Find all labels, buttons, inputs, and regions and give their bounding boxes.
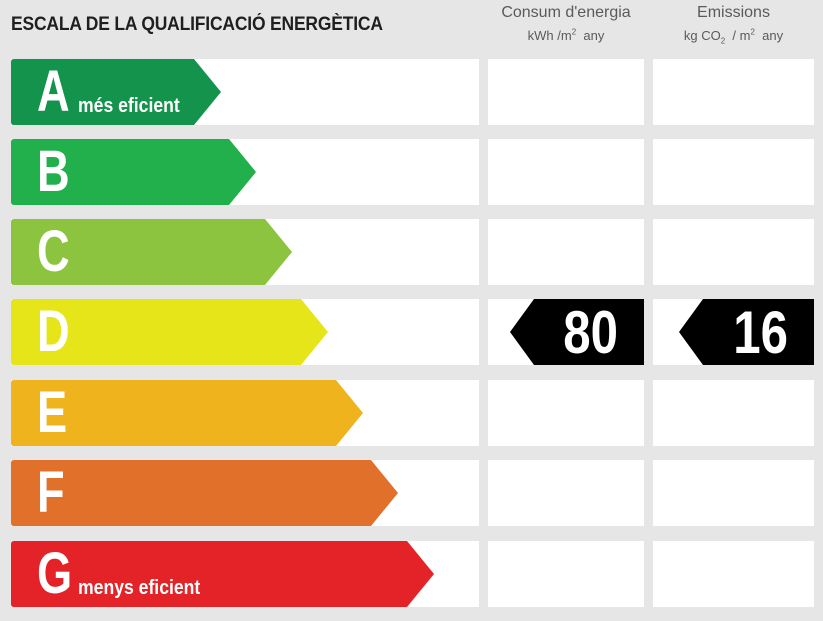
emissions-unit-tail: any	[754, 28, 784, 43]
page-title: ESCALA DE LA QUALIFICACIÓ ENERGÈTICA	[11, 14, 383, 35]
rating-arrow-shape	[11, 380, 363, 446]
consum-title: Consum d'energia	[501, 4, 631, 21]
rating-arrow-shape	[11, 460, 398, 526]
consum-cell	[488, 460, 644, 526]
rating-row-d: D 80 16	[0, 299, 823, 366]
rating-letter: E	[37, 380, 68, 445]
emissions-cell	[653, 59, 814, 125]
consum-unit-main: kWh /m	[527, 28, 572, 43]
consum-cell	[488, 380, 644, 446]
emissions-unit: kg CO2 / m2 any	[653, 27, 814, 46]
rating-arrow-shape	[11, 59, 221, 125]
emissions-cell	[653, 380, 814, 446]
consum-cell	[488, 219, 644, 285]
rating-letter: G	[37, 541, 73, 606]
rating-arrow-b: B	[11, 139, 256, 205]
rating-row-e: E	[0, 380, 823, 446]
emissions-unit-main: kg CO	[683, 28, 721, 43]
consum-cell	[488, 541, 644, 607]
emissions-rating-badge-value: 16	[733, 299, 788, 366]
consum-rating-badge: 80	[510, 299, 644, 366]
rating-row-f: F	[0, 460, 823, 526]
emissions-title: Emissions	[697, 4, 770, 21]
rating-arrow-shape	[11, 299, 328, 365]
rating-arrow-shape	[11, 139, 256, 205]
rating-sublabel: més eficient	[78, 95, 180, 117]
consum-unit-sup: 2	[571, 27, 577, 37]
rating-arrow-c: C	[11, 219, 292, 285]
consum-unit-tail: any	[576, 28, 605, 43]
consum-cell	[488, 59, 644, 125]
rating-arrow-shape	[11, 219, 292, 285]
rating-letter: D	[37, 299, 70, 364]
emissions-unit-sub: 2	[720, 36, 726, 46]
rating-arrow-e: E	[11, 380, 363, 446]
emissions-column-header: Emissions kg CO2 / m2 any	[653, 4, 814, 46]
consum-unit: kWh /m2 any	[488, 28, 644, 44]
rating-letter: A	[37, 59, 70, 124]
emissions-unit-mid: / m	[725, 28, 751, 43]
consum-column-header: Consum d'energia kWh /m2 any	[488, 4, 644, 44]
emissions-cell	[653, 139, 814, 205]
rating-arrow-f: F	[11, 460, 398, 526]
rating-letter: C	[37, 219, 70, 284]
emissions-rating-badge: 16	[679, 299, 814, 366]
emissions-cell	[653, 460, 814, 526]
consum-rating-badge-value: 80	[563, 299, 618, 366]
rating-row-b: B	[0, 139, 823, 205]
rating-arrow-d: D	[11, 299, 328, 365]
emissions-unit-sup: 2	[750, 27, 755, 37]
rating-letter: F	[37, 460, 65, 525]
rating-arrow-shape	[11, 541, 434, 607]
emissions-cell	[653, 541, 814, 607]
rating-sublabel: menys eficient	[78, 577, 201, 599]
rating-letter: B	[37, 139, 70, 204]
rating-row-c: C	[0, 219, 823, 285]
emissions-cell	[653, 219, 814, 285]
consum-cell	[488, 139, 644, 205]
